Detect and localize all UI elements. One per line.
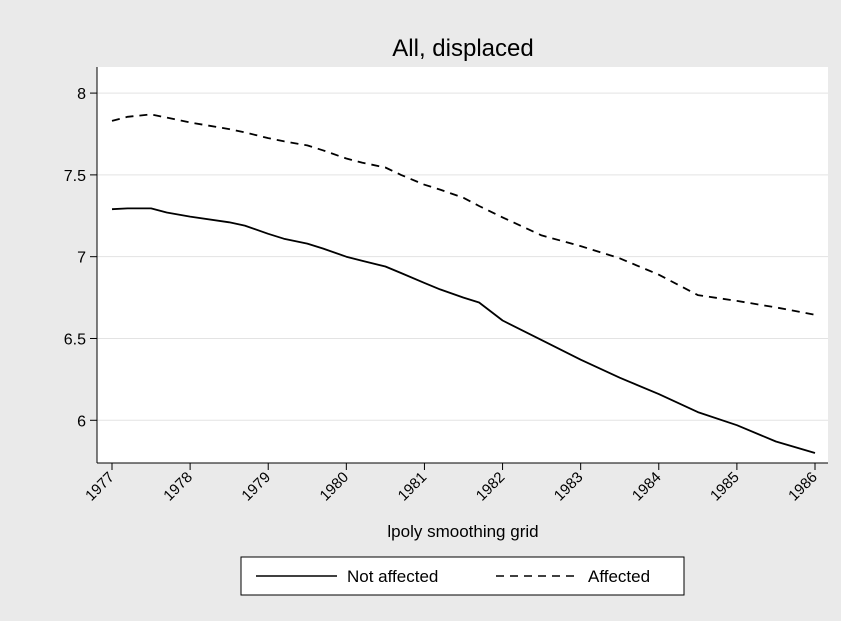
y-tick-label: 6 — [77, 413, 86, 430]
legend: Not affected Affected — [240, 556, 685, 596]
y-tick-label: 8 — [77, 86, 86, 103]
y-tick-label: 7 — [77, 250, 86, 267]
y-tick-label: 6.5 — [64, 331, 86, 348]
legend-label-not-affected: Not affected — [347, 567, 438, 586]
series-lines — [111, 113, 816, 454]
x-axis-label: lpoly smoothing grid — [387, 522, 538, 541]
series-line-not-affected — [111, 207, 816, 454]
legend-label-affected: Affected — [588, 567, 650, 586]
chart-title: All, displaced — [392, 35, 533, 62]
plot-area — [97, 67, 828, 463]
y-tick-label: 7.5 — [64, 168, 86, 185]
gridlines — [97, 92, 828, 421]
series-line-affected — [111, 113, 816, 316]
y-axis: 6 6.5 7 7.5 8 — [64, 67, 98, 463]
